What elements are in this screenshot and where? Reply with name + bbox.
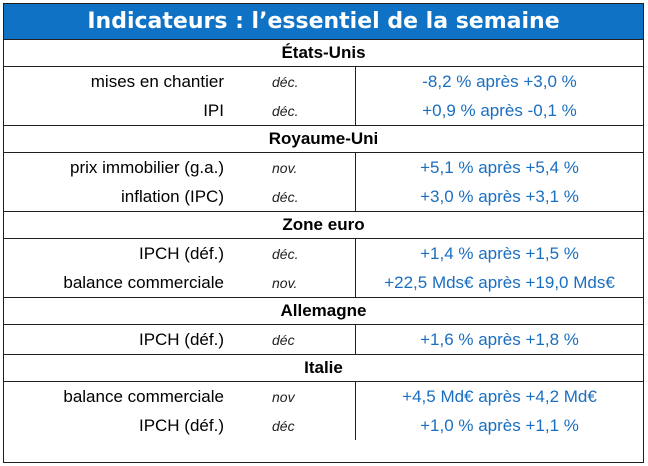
indicator-label: IPI — [203, 100, 224, 120]
indicator-label: inflation (IPC) — [121, 186, 224, 206]
table-row: inflation (IPC) déc. +3,0 % après +3,1 % — [4, 182, 643, 211]
section-rows: prix immobilier (g.a.) nov. +5,1 % après… — [4, 153, 643, 212]
indicator-value: +3,0 % après +3,1 % — [420, 186, 579, 206]
indicator-value: +1,0 % après +1,1 % — [420, 415, 579, 435]
section-rows: IPCH (déf.) déc. +1,4 % après +1,5 % bal… — [4, 239, 643, 298]
section-royaume-uni: Royaume-Uni prix immobilier (g.a.) nov. … — [4, 126, 643, 212]
section-header: Zone euro — [4, 212, 643, 239]
section-header: Italie — [4, 355, 643, 382]
section-rows: mises en chantier déc. -8,2 % après +3,0… — [4, 67, 643, 126]
section-italie: Italie balance commerciale nov +4,5 Md€ … — [4, 355, 643, 440]
section-rows: IPCH (déf.) déc +1,6 % après +1,8 % — [4, 325, 643, 355]
table-row: IPI déc. +0,9 % après -0,1 % — [4, 96, 643, 125]
indicator-value: +5,1 % après +5,4 % — [420, 157, 579, 177]
indicator-label: mises en chantier — [90, 71, 224, 91]
table-row: balance commerciale nov +4,5 Md€ après +… — [4, 382, 643, 411]
indicator-label: balance commerciale — [63, 386, 224, 406]
table-row: IPCH (déf.) déc +1,0 % après +1,1 % — [4, 411, 643, 440]
indicator-label: IPCH (déf.) — [138, 329, 224, 349]
period-label: déc. — [230, 67, 356, 96]
indicator-value: +22,5 Mds€ après +19,0 Mds€ — [384, 272, 615, 292]
period-label: déc — [230, 325, 356, 354]
section-zone-euro: Zone euro IPCH (déf.) déc. +1,4 % après … — [4, 212, 643, 298]
indicator-value: +0,9 % après -0,1 % — [422, 100, 577, 120]
period-label: déc. — [230, 182, 356, 211]
table-row: balance commerciale nov. +22,5 Mds€ aprè… — [4, 268, 643, 297]
indicator-label: IPCH (déf.) — [138, 415, 224, 435]
section-etats-unis: États-Unis mises en chantier déc. -8,2 %… — [4, 40, 643, 126]
indicator-value: +1,6 % après +1,8 % — [420, 329, 579, 349]
indicator-label: balance commerciale — [63, 272, 224, 292]
table-row: IPCH (déf.) déc. +1,4 % après +1,5 % — [4, 239, 643, 268]
period-label: nov. — [230, 153, 356, 182]
section-header: Allemagne — [4, 298, 643, 325]
section-rows: balance commerciale nov +4,5 Md€ après +… — [4, 382, 643, 440]
section-header: Royaume-Uni — [4, 126, 643, 153]
indicator-label: IPCH (déf.) — [138, 243, 224, 263]
period-label: déc — [230, 411, 356, 440]
section-allemagne: Allemagne IPCH (déf.) déc +1,6 % après +… — [4, 298, 643, 355]
table-row: prix immobilier (g.a.) nov. +5,1 % après… — [4, 153, 643, 182]
period-label: déc. — [230, 239, 356, 268]
period-label: déc. — [230, 96, 356, 125]
table-row: IPCH (déf.) déc +1,6 % après +1,8 % — [4, 325, 643, 354]
table-title: Indicateurs : l’essentiel de la semaine — [4, 4, 643, 40]
section-header: États-Unis — [4, 40, 643, 67]
indicators-table: Indicateurs : l’essentiel de la semaine … — [3, 3, 644, 463]
period-label: nov — [230, 382, 356, 411]
indicator-value: +4,5 Md€ après +4,2 Md€ — [402, 386, 597, 406]
table-row: mises en chantier déc. -8,2 % après +3,0… — [4, 67, 643, 96]
indicator-value: +1,4 % après +1,5 % — [420, 243, 579, 263]
indicator-value: -8,2 % après +3,0 % — [422, 71, 577, 91]
indicator-label: prix immobilier (g.a.) — [70, 157, 224, 177]
period-label: nov. — [230, 268, 356, 297]
